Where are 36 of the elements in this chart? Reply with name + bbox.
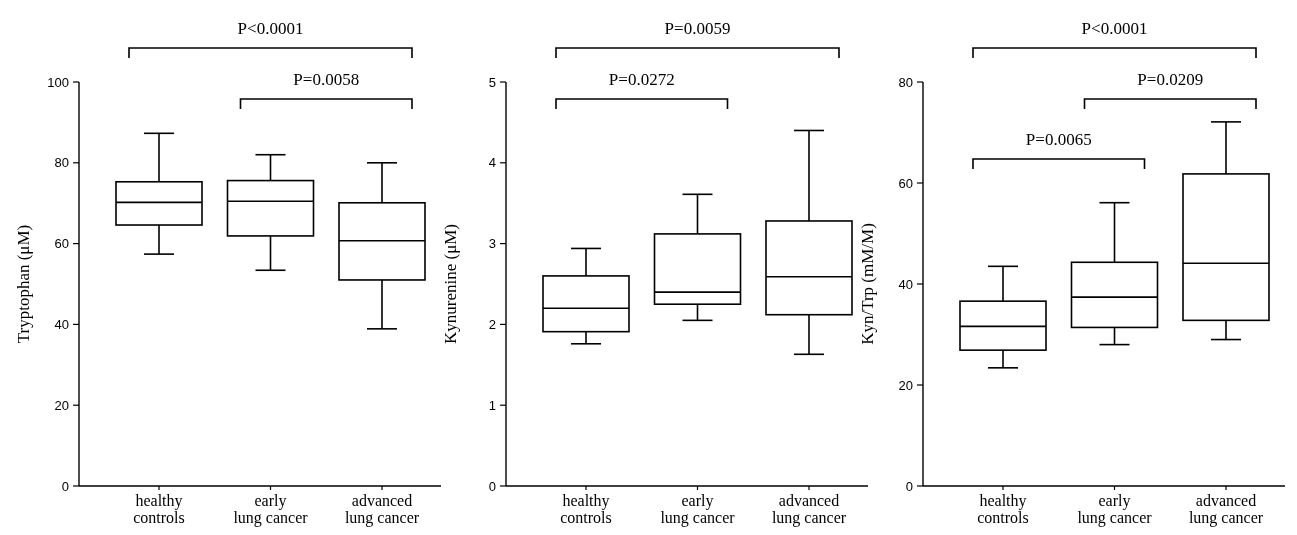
y-tick-label: 40 [898, 276, 913, 292]
x-tick-label: early lung cancer [233, 492, 309, 527]
x-tick-label: advanced lung cancer [344, 492, 420, 527]
y-tick-label: 20 [898, 377, 913, 393]
y-axis-title: Kynurenine (μM) [441, 223, 460, 345]
x-tick-label: early lung cancer [660, 492, 736, 527]
annotation: P=0.0272 [608, 70, 675, 89]
text: P<0.0001 [1081, 19, 1148, 38]
y-tick-label: 100 [47, 74, 69, 90]
x-tick-label: healthy controls [133, 492, 185, 526]
x-tick-label: early lung cancer [1077, 492, 1153, 527]
y-axis-title: Kyn/Trp (mM/M) [858, 223, 877, 345]
y-tick-label: 0 [61, 478, 69, 494]
y-tick-label: 40 [54, 316, 69, 332]
annotation: P=0.0058 [293, 70, 360, 89]
text: P=0.0059 [664, 19, 731, 38]
y-tick-label: 3 [488, 236, 496, 252]
annotation: P=0.0209 [1137, 70, 1204, 89]
y-tick-label: 60 [898, 175, 913, 191]
y-tick-label: 80 [898, 74, 913, 90]
x-tick-label: healthy controls [560, 492, 612, 526]
y-tick-label: 60 [54, 236, 69, 252]
annotation: P=0.0065 [1025, 130, 1092, 149]
y-tick-label: 0 [488, 478, 496, 494]
y-tick-label: 5 [488, 74, 496, 90]
y-tick-label: 20 [54, 397, 69, 413]
y-tick-label: 80 [54, 155, 69, 171]
y-tick-label: 2 [488, 316, 496, 332]
y-tick-label: 1 [488, 397, 496, 413]
y-tick-label: 4 [488, 155, 496, 171]
x-tick-label: advanced lung cancer [1188, 492, 1264, 527]
x-tick-label: healthy controls [977, 492, 1029, 526]
x-tick-label: advanced lung cancer [771, 492, 847, 527]
y-tick-label: 0 [905, 478, 913, 494]
y-axis-title: Tryptophan (μM) [14, 224, 33, 344]
text: P<0.0001 [237, 19, 304, 38]
